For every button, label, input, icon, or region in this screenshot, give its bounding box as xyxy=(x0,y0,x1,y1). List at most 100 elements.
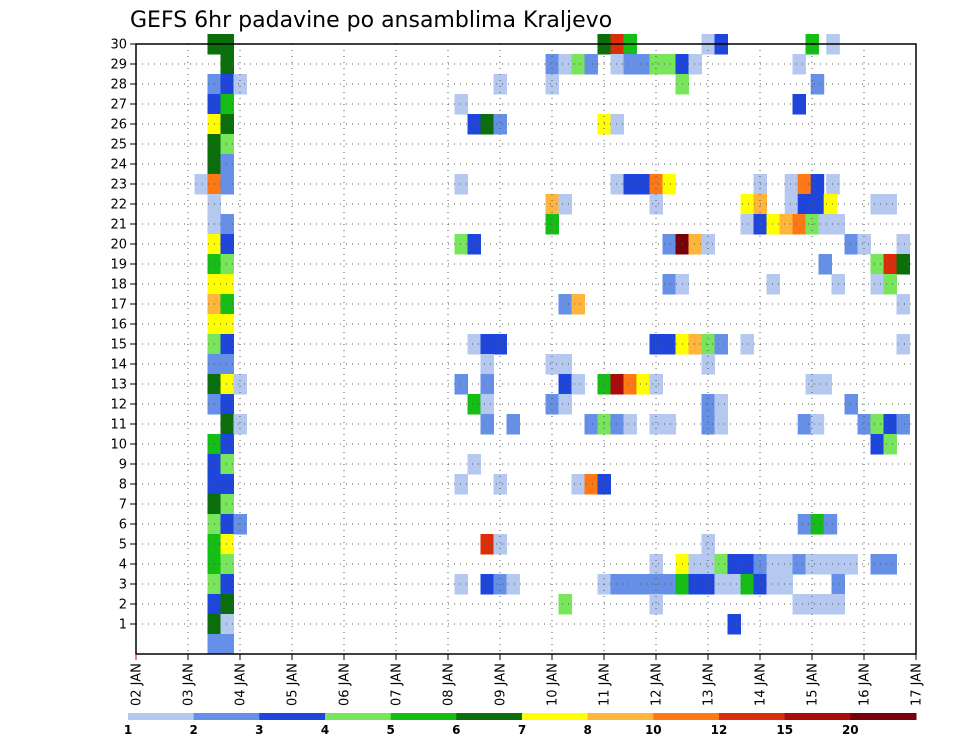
heatmap-cell xyxy=(818,554,832,575)
heatmap-cell xyxy=(220,454,234,475)
heatmap-cell xyxy=(688,54,702,75)
y-tick-label: 19 xyxy=(110,258,127,273)
y-tick-label: 2 xyxy=(119,598,127,613)
colorbar-label: 1 xyxy=(124,723,132,737)
colorbar-label: 6 xyxy=(452,723,460,737)
heatmap-cell xyxy=(220,554,234,575)
heatmap-cell xyxy=(571,294,585,315)
heatmap-cell xyxy=(610,574,624,595)
heatmap-cell xyxy=(493,534,507,555)
heatmap-cell xyxy=(610,174,624,195)
heatmap-cell xyxy=(220,214,234,235)
colorbar-swatch xyxy=(587,713,654,720)
y-tick-label: 10 xyxy=(110,438,127,453)
heatmap-cell xyxy=(480,334,494,355)
heatmap-cell xyxy=(701,354,715,375)
heatmap-cell xyxy=(233,74,247,95)
y-tick-label: 4 xyxy=(119,558,127,573)
heatmap-cell xyxy=(779,214,793,235)
heatmap-cell xyxy=(649,414,663,435)
heatmap-cell xyxy=(220,474,234,495)
heatmap-cell xyxy=(870,274,884,295)
heatmap-cell xyxy=(220,634,234,655)
plot-frame xyxy=(135,43,917,655)
heatmap-cell xyxy=(810,194,825,215)
heatmap-cell xyxy=(636,574,650,595)
heatmap-cell xyxy=(220,254,234,275)
x-tick-label: 13 JAN xyxy=(702,663,717,706)
x-tick-label: 12 JAN xyxy=(650,663,665,706)
heatmap-cell xyxy=(810,414,825,435)
heatmap-cell xyxy=(558,374,572,395)
heatmap-cell xyxy=(220,614,234,635)
colorbar-swatch xyxy=(522,713,589,720)
heatmap-cell xyxy=(636,374,650,395)
heatmap-cell xyxy=(823,194,838,215)
heatmap-cell xyxy=(480,114,494,135)
heatmap-cell xyxy=(623,174,637,195)
heatmap-cell xyxy=(220,114,234,135)
x-tick-label: 06 JAN xyxy=(338,663,353,706)
heatmap-cell xyxy=(558,354,572,375)
x-axis-ticks: 02 JAN 03 JAN 04 JAN 05 JAN 06 JAN 07 JAN 08 J… xyxy=(130,654,925,706)
heatmap-cell xyxy=(480,414,494,435)
heatmap-cell xyxy=(623,414,637,435)
y-tick-label: 12 xyxy=(110,398,127,413)
heatmap-cell xyxy=(545,54,559,75)
heatmap-cell xyxy=(896,294,910,315)
y-tick-label: 21 xyxy=(110,218,127,233)
colorbar-label: 3 xyxy=(255,723,263,737)
heatmap-cell xyxy=(714,554,728,575)
colorbar-swatch xyxy=(128,713,195,720)
heatmap-cell xyxy=(792,54,806,75)
heatmap-cell xyxy=(662,274,676,295)
colorbar-swatch xyxy=(325,713,392,720)
colorbar-label: 5 xyxy=(387,723,395,737)
heatmap-cell xyxy=(220,594,234,615)
heatmap-cell xyxy=(714,394,728,415)
heatmap-cell xyxy=(870,254,884,275)
y-tick-label: 5 xyxy=(119,538,127,553)
y-tick-label: 8 xyxy=(119,478,127,493)
y-tick-label: 7 xyxy=(119,498,127,513)
y-tick-label: 6 xyxy=(119,518,127,533)
heatmap-cell xyxy=(220,374,234,395)
heatmap-cell xyxy=(883,254,897,275)
heatmap-cell xyxy=(662,414,676,435)
heatmap-cell xyxy=(818,214,832,235)
heatmap-cell xyxy=(883,274,897,295)
heatmap-cell xyxy=(883,414,897,435)
heatmap-cell xyxy=(220,534,234,555)
heatmap-cell xyxy=(636,174,650,195)
heatmap-cell xyxy=(636,54,650,75)
heatmap-cell xyxy=(823,514,838,535)
y-tick-label: 29 xyxy=(110,58,127,73)
heatmap-cell xyxy=(896,254,910,275)
heatmap-cell xyxy=(714,574,728,595)
x-tick-label: 07 JAN xyxy=(390,663,405,706)
heatmap-cell xyxy=(454,474,468,495)
y-tick-label: 26 xyxy=(110,118,127,133)
y-tick-label: 1 xyxy=(119,618,127,633)
heatmap-cell xyxy=(896,334,910,355)
heatmap-cell xyxy=(727,574,741,595)
heatmap-cell xyxy=(727,554,741,575)
heatmap-cell xyxy=(480,534,494,555)
x-tick-label: 17 JAN xyxy=(910,663,925,706)
heatmap-cell xyxy=(194,174,208,195)
heatmap-cell xyxy=(506,414,520,435)
heatmap-cell xyxy=(220,294,234,315)
heatmap-cell xyxy=(896,414,910,435)
heatmap-cell xyxy=(467,394,481,415)
y-tick-label: 20 xyxy=(110,238,127,253)
heatmap-cell xyxy=(558,394,572,415)
y-axis-ticks: 1234567891011121314151617181920212223242… xyxy=(110,38,136,633)
heatmap-cell xyxy=(896,234,910,255)
heatmap-cell xyxy=(826,174,840,195)
heatmap-cell xyxy=(220,154,234,175)
heatmap-cell xyxy=(779,574,793,595)
heatmap-cell xyxy=(610,414,624,435)
heatmap-cell xyxy=(792,594,806,615)
heatmap-cell xyxy=(870,434,884,455)
